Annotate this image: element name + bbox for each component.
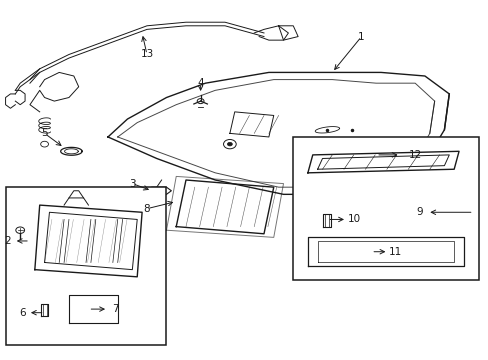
Text: 9: 9 <box>416 207 423 217</box>
Text: 5: 5 <box>41 129 48 138</box>
Text: 10: 10 <box>347 215 360 224</box>
Text: 1: 1 <box>358 32 364 41</box>
Circle shape <box>227 142 232 146</box>
Text: 6: 6 <box>19 308 25 318</box>
Text: 11: 11 <box>388 247 402 257</box>
Bar <box>5 187 166 345</box>
Text: 2: 2 <box>5 236 11 246</box>
Text: 13: 13 <box>140 49 153 59</box>
Text: 3: 3 <box>129 179 135 189</box>
Text: 12: 12 <box>407 150 421 160</box>
Text: 8: 8 <box>143 204 150 214</box>
Text: 7: 7 <box>112 304 119 314</box>
Bar <box>293 137 478 280</box>
Text: 4: 4 <box>197 78 203 88</box>
